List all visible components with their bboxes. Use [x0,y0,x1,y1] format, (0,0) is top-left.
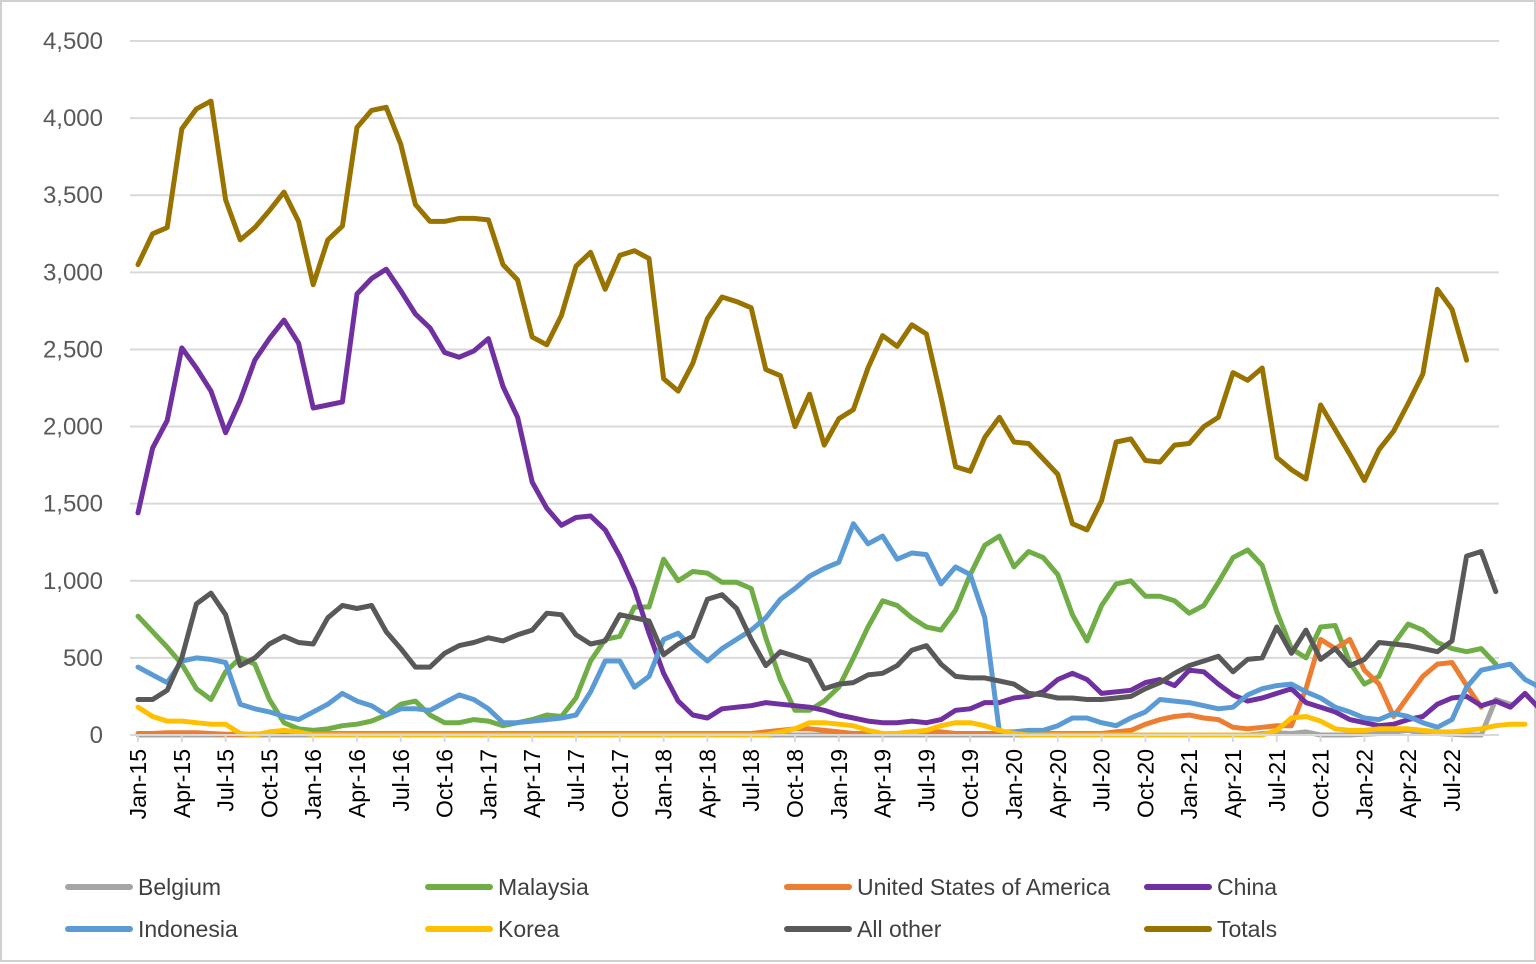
x-axis-tick-labels: Jan-15 Apr-15 Jul-15 Oct-15 Jan-16 Apr-16 Jul-… [125,749,1465,819]
legend-label: Totals [1217,916,1277,942]
x-tick-label: Jul-17 [563,749,589,812]
legend-label: Belgium [138,874,221,900]
x-tick-label: Apr-20 [1045,749,1071,818]
y-tick-label: 0 [90,722,103,749]
x-tick-label: Jan-21 [1176,749,1202,819]
series-line-indonesia [135,521,1536,735]
legend-item: Malaysia [425,874,589,900]
series-line-china [135,266,1536,729]
x-tick-label: Oct-17 [607,749,633,818]
y-tick-label: 1,000 [43,568,103,595]
y-tick-label: 3,000 [43,259,103,286]
x-tick-label: Jul-22 [1439,749,1465,812]
y-tick-label: 4,500 [43,28,103,55]
x-tick-label: Jul-18 [738,749,764,812]
legend-item: United States of America [784,874,1110,900]
legend-label: All other [857,916,942,942]
gridlines [130,40,1499,659]
x-tick-label: Apr-15 [169,749,195,818]
x-tick-label: Apr-16 [344,749,370,818]
x-tick-label: Jul-19 [913,749,939,812]
y-tick-label: 4,000 [43,105,103,132]
series-lines [135,98,1536,738]
x-tick-label: Jan-17 [475,749,501,819]
x-axis [130,734,1499,742]
x-tick-label: Jan-15 [125,749,151,819]
legend-item: Belgium [65,874,221,900]
legend-item: Indonesia [65,916,238,942]
x-tick-label: Apr-21 [1220,749,1246,818]
x-tick-label: Jul-15 [213,749,239,812]
series-line-all-other [135,549,1499,702]
x-tick-label: Oct-19 [957,749,983,818]
x-tick-label: Apr-19 [870,749,896,818]
x-tick-label: Oct-16 [432,749,458,818]
series-line-totals [135,98,1470,533]
x-tick-label: Apr-22 [1395,749,1421,818]
x-tick-label: Oct-18 [782,749,808,818]
x-tick-label: Jan-22 [1351,749,1377,819]
x-tick-label: Jan-18 [651,749,677,819]
x-tick-label: Oct-15 [256,749,282,818]
legend-item: All other [784,916,942,942]
legend-item: China [1144,874,1277,900]
y-axis-tick-labels: 0 500 1,000 1,500 2,000 2,500 3,000 3,500 4,000 4… [43,28,103,749]
y-tick-label: 1,500 [43,491,103,518]
x-tick-label: Jul-21 [1264,749,1290,812]
y-tick-label: 2,500 [43,336,103,363]
series-line-malaysia [135,533,1499,733]
legend-label: Indonesia [138,916,238,942]
y-tick-label: 500 [63,645,103,672]
x-tick-label: Apr-18 [694,749,720,818]
x-tick-label: Jul-16 [388,749,414,812]
x-tick-label: Jan-19 [826,749,852,819]
x-tick-label: Apr-17 [519,749,545,818]
x-tick-label: Jul-20 [1089,749,1115,812]
x-tick-label: Jan-16 [300,749,326,819]
legend-label: United States of America [857,874,1110,900]
x-tick-label: Jan-20 [1001,749,1027,819]
y-tick-label: 2,000 [43,414,103,441]
legend-item: Totals [1144,916,1277,942]
legend-label: Korea [498,916,560,942]
legend-label: China [1217,874,1277,900]
legend-item: Korea [425,916,560,942]
legend-label: Malaysia [498,874,589,900]
x-tick-label: Oct-21 [1308,749,1334,818]
x-tick-label: Oct-20 [1132,749,1158,818]
legend: Belgium Malaysia United States of America C… [65,874,1277,942]
y-tick-label: 3,500 [43,182,103,209]
